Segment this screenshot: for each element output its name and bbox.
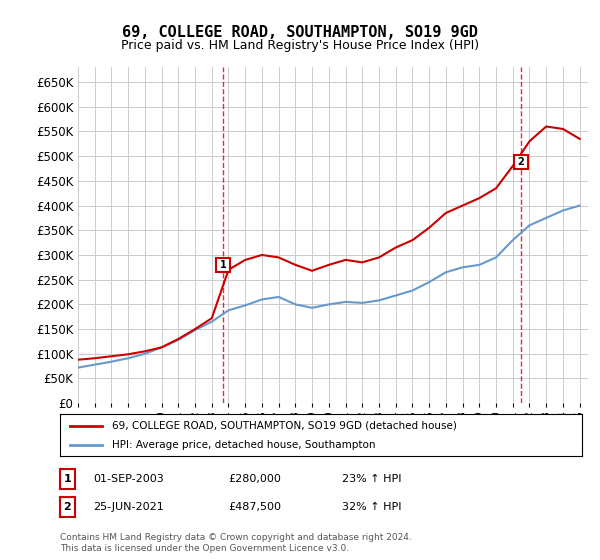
- Text: £280,000: £280,000: [228, 474, 281, 484]
- Text: 69, COLLEGE ROAD, SOUTHAMPTON, SO19 9GD (detached house): 69, COLLEGE ROAD, SOUTHAMPTON, SO19 9GD …: [112, 421, 457, 431]
- Text: £487,500: £487,500: [228, 502, 281, 512]
- Text: 2: 2: [64, 502, 71, 512]
- Text: 01-SEP-2003: 01-SEP-2003: [93, 474, 164, 484]
- Text: 1: 1: [220, 260, 226, 270]
- Text: Contains HM Land Registry data © Crown copyright and database right 2024.
This d: Contains HM Land Registry data © Crown c…: [60, 533, 412, 553]
- Text: 1: 1: [64, 474, 71, 484]
- Text: 32% ↑ HPI: 32% ↑ HPI: [342, 502, 401, 512]
- Text: HPI: Average price, detached house, Southampton: HPI: Average price, detached house, Sout…: [112, 440, 376, 450]
- Text: 69, COLLEGE ROAD, SOUTHAMPTON, SO19 9GD: 69, COLLEGE ROAD, SOUTHAMPTON, SO19 9GD: [122, 25, 478, 40]
- Text: Price paid vs. HM Land Registry's House Price Index (HPI): Price paid vs. HM Land Registry's House …: [121, 39, 479, 52]
- Text: 23% ↑ HPI: 23% ↑ HPI: [342, 474, 401, 484]
- Text: 2: 2: [518, 157, 524, 167]
- Text: 25-JUN-2021: 25-JUN-2021: [93, 502, 164, 512]
